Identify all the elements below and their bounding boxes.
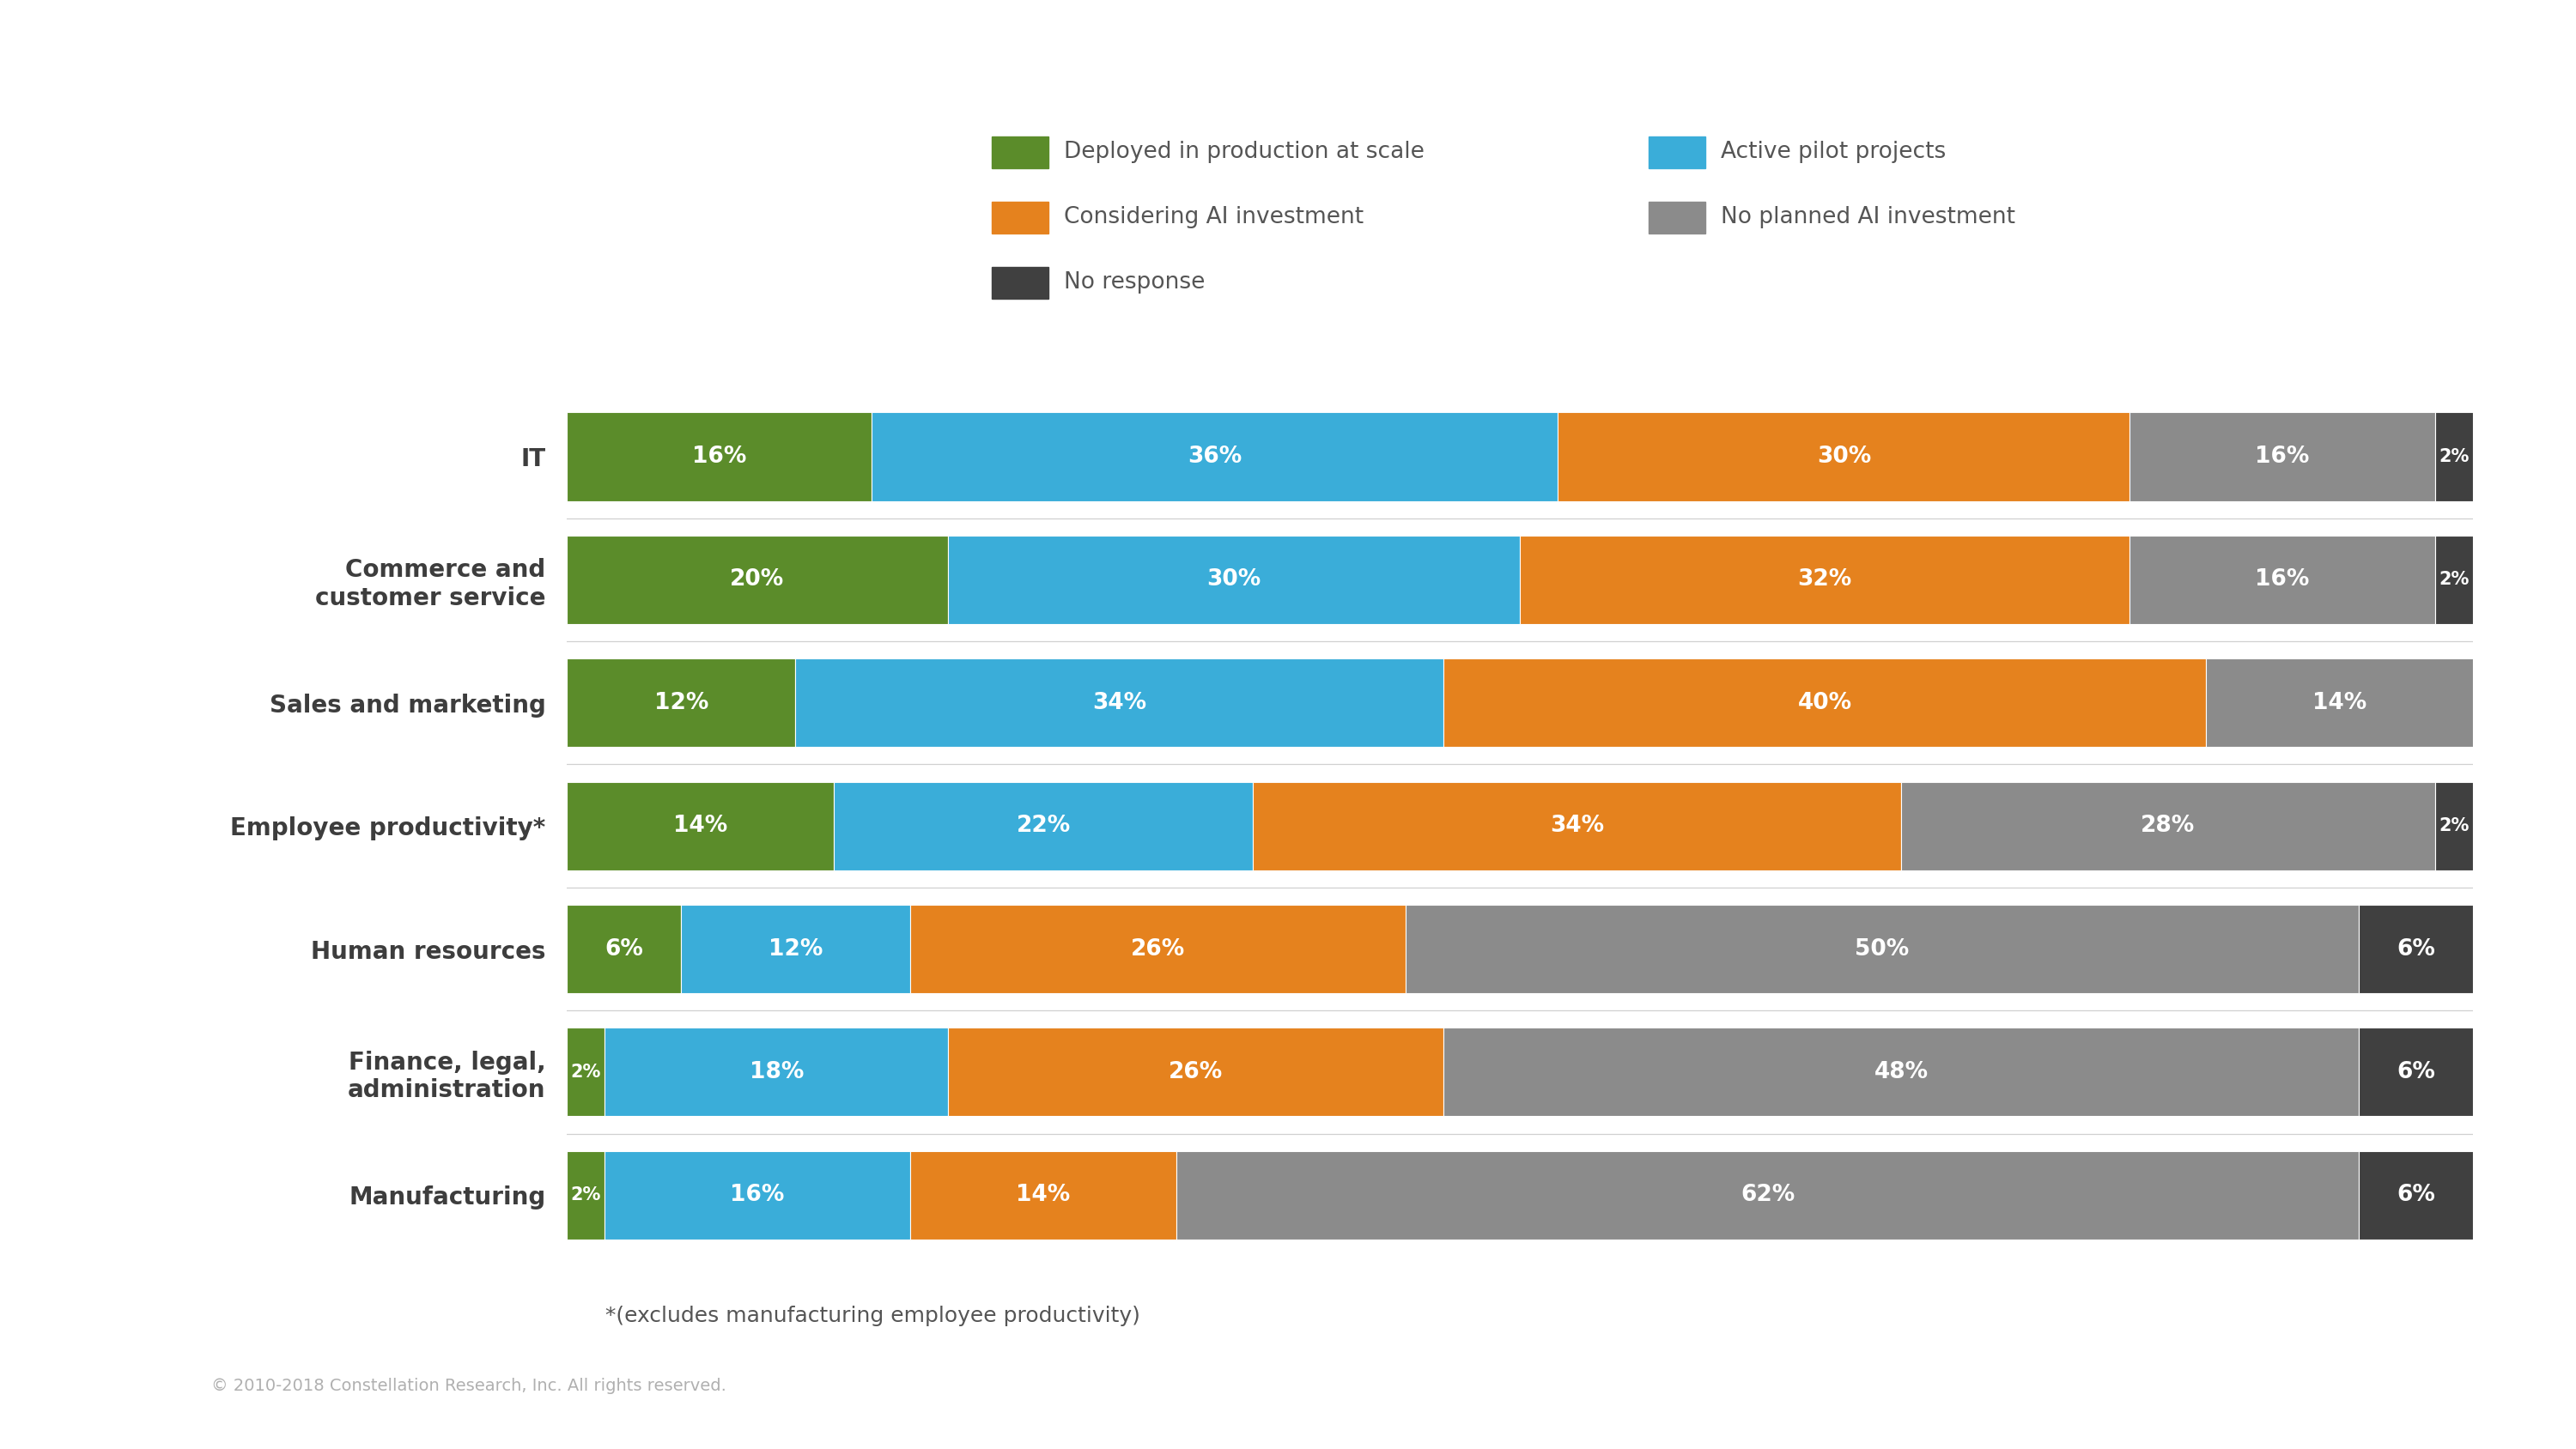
Bar [796, 658, 1443, 748]
Bar [2434, 536, 2473, 625]
Text: 16%: 16% [2254, 446, 2311, 468]
Text: 16%: 16% [693, 446, 747, 468]
Bar [1406, 904, 2360, 994]
Text: 36%: 36% [1188, 446, 1242, 468]
Bar [567, 1027, 605, 1116]
Bar [835, 781, 1252, 871]
Text: 62%: 62% [1741, 1184, 1795, 1206]
Text: 34%: 34% [1092, 691, 1146, 714]
Text: 26%: 26% [1131, 938, 1185, 961]
Text: *(excludes manufacturing employee productivity): *(excludes manufacturing employee produc… [605, 1306, 1141, 1326]
Text: No planned AI investment: No planned AI investment [1721, 206, 2014, 229]
Text: 6%: 6% [2396, 938, 2434, 961]
Text: 22%: 22% [1015, 814, 1072, 838]
Bar [948, 536, 1520, 625]
Bar [1520, 536, 2130, 625]
Bar [2360, 904, 2473, 994]
Bar [2130, 413, 2434, 501]
Bar [1901, 781, 2434, 871]
Text: 40%: 40% [1798, 691, 1852, 714]
Text: 6%: 6% [2396, 1061, 2434, 1084]
Bar [948, 1027, 1443, 1116]
Bar [2205, 658, 2473, 748]
Text: 16%: 16% [2254, 568, 2311, 591]
Bar [567, 904, 680, 994]
Text: 2%: 2% [2439, 448, 2468, 465]
Text: 32%: 32% [1798, 568, 1852, 591]
Text: 30%: 30% [1206, 568, 1262, 591]
Text: Considering AI investment: Considering AI investment [1064, 206, 1363, 229]
Bar [2130, 536, 2434, 625]
Text: 26%: 26% [1170, 1061, 1224, 1084]
Bar [871, 413, 1558, 501]
Text: 14%: 14% [2313, 691, 2367, 714]
Text: Deployed in production at scale: Deployed in production at scale [1064, 141, 1425, 164]
Text: 12%: 12% [654, 691, 708, 714]
Bar [567, 1151, 605, 1239]
Bar [680, 904, 909, 994]
Bar [605, 1151, 909, 1239]
Text: 6%: 6% [605, 938, 644, 961]
Text: No response: No response [1064, 271, 1206, 294]
Text: 2%: 2% [2439, 571, 2468, 588]
Text: 16%: 16% [729, 1184, 786, 1206]
Text: 6%: 6% [2396, 1184, 2434, 1206]
Text: 14%: 14% [672, 814, 726, 838]
Bar [605, 1027, 948, 1116]
Text: © 2010-2018 Constellation Research, Inc. All rights reserved.: © 2010-2018 Constellation Research, Inc.… [211, 1378, 726, 1394]
Text: 18%: 18% [750, 1061, 804, 1084]
Bar [2434, 413, 2473, 501]
Bar [567, 658, 796, 748]
Text: 28%: 28% [2141, 814, 2195, 838]
Bar [1558, 413, 2130, 501]
Bar [567, 536, 948, 625]
Text: 30%: 30% [1816, 446, 1870, 468]
Bar [909, 1151, 1177, 1239]
Bar [1252, 781, 1901, 871]
Text: 14%: 14% [1015, 1184, 1072, 1206]
Bar [2360, 1027, 2473, 1116]
Text: 2%: 2% [2439, 817, 2468, 835]
Bar [2360, 1151, 2473, 1239]
Text: 2%: 2% [572, 1187, 600, 1204]
Text: 2%: 2% [572, 1064, 600, 1081]
Bar [1443, 1027, 2360, 1116]
Text: 12%: 12% [768, 938, 822, 961]
Text: 50%: 50% [1855, 938, 1909, 961]
Text: Active pilot projects: Active pilot projects [1721, 141, 1945, 164]
Bar [1443, 658, 2205, 748]
Text: 34%: 34% [1551, 814, 1605, 838]
Text: 48%: 48% [1873, 1061, 1929, 1084]
Bar [909, 904, 1406, 994]
Text: 20%: 20% [729, 568, 786, 591]
Bar [567, 413, 871, 501]
Bar [567, 781, 835, 871]
Bar [1177, 1151, 2360, 1239]
Bar [2434, 781, 2473, 871]
